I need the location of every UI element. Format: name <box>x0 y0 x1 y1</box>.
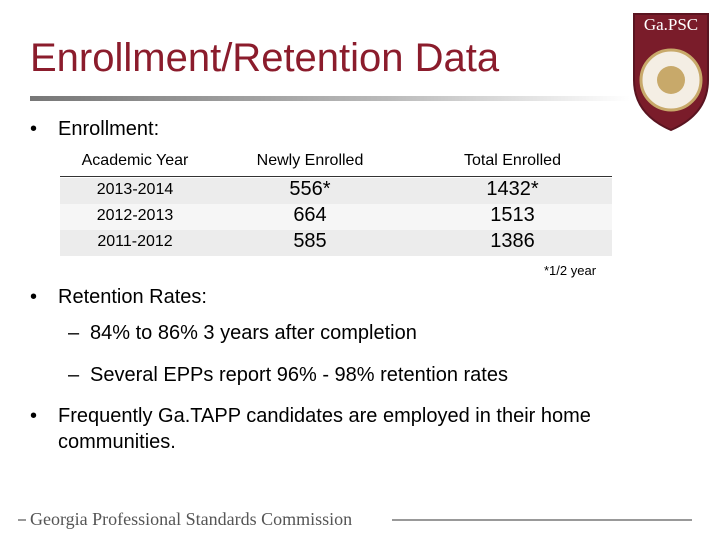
header-rule <box>60 176 612 177</box>
footer-rule <box>392 519 692 521</box>
column-header: Total Enrolled <box>464 152 561 169</box>
employment-text: Frequently Ga.TAPP candidates are employ… <box>58 405 591 453</box>
bullet: • Enrollment: <box>30 118 160 140</box>
sub-bullet: –84% to 86% 3 years after completion <box>68 322 417 344</box>
table-cell: 1432* <box>486 178 539 200</box>
footer-rule <box>18 519 26 521</box>
column-header: Academic Year <box>81 152 189 169</box>
table-cell: 664 <box>293 204 327 226</box>
title: Enrollment/Retention Data <box>30 36 500 80</box>
bullet: • Frequently Ga.TAPP candidates are emplo… <box>30 405 591 453</box>
table-cell: 1513 <box>490 204 535 226</box>
table-cell: 556* <box>289 178 331 200</box>
table-cell: 2012-2013 <box>96 207 174 224</box>
retention-item: 84% to 86% 3 years after completion <box>90 322 417 344</box>
sub-bullet: – Several EPPs report 96% - 98% retention… <box>68 364 508 386</box>
table-cell: 585 <box>293 230 327 252</box>
row-band <box>60 178 612 204</box>
retention-heading: Retention Rates <box>58 286 202 308</box>
bullet: • Retention Rates: <box>30 286 207 308</box>
title-rule <box>30 96 630 101</box>
row-band <box>60 204 612 230</box>
row-band <box>60 230 612 256</box>
table-cell: 2011-2012 <box>97 233 173 250</box>
column-header: Newly Enrolled <box>256 152 364 169</box>
logo-label: Ga.PSC <box>644 15 698 34</box>
table-cell: 1386 <box>490 230 535 252</box>
footer-text: Georgia Professional Standards Commissio… <box>30 509 353 529</box>
table-note: *1/2 year <box>544 263 597 278</box>
retention-item: Several EPPs report 96% - 98% retention … <box>90 364 508 386</box>
logo: Ga.PSC <box>633 13 709 132</box>
table-cell: 2013-2014 <box>96 181 174 198</box>
enrollment-heading: Enrollment: <box>58 118 160 140</box>
